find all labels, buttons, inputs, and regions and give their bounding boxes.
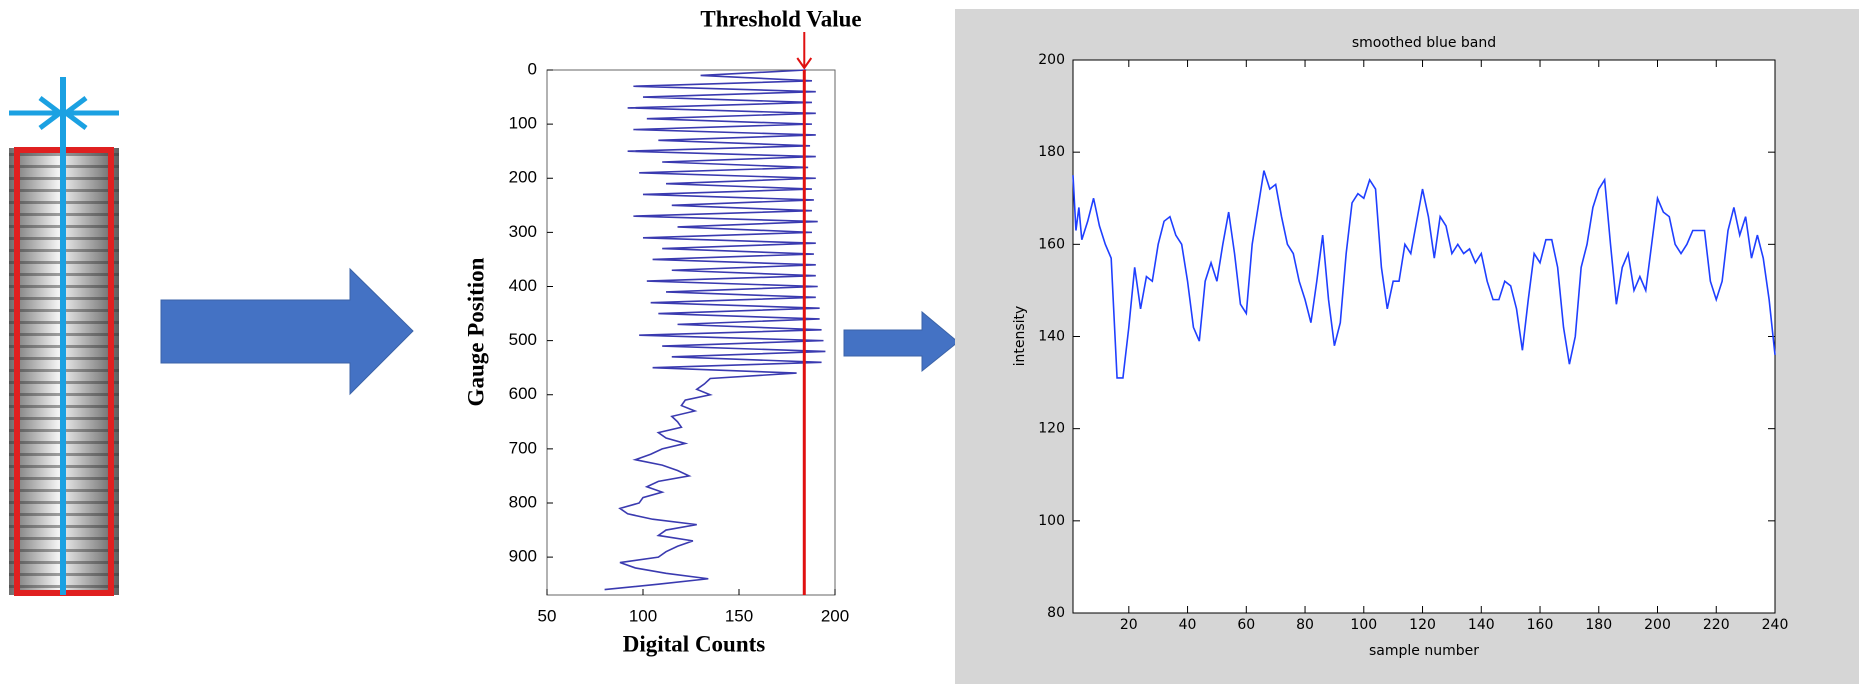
x-tick-label: 200 [821, 606, 849, 625]
x-axis-label: Digital Counts [623, 631, 766, 656]
y-axis-label: Gauge Position [463, 257, 488, 406]
y-tick-label: 200 [509, 168, 537, 187]
x-tick-label: 80 [1296, 617, 1314, 633]
x-tick-label: 180 [1585, 617, 1612, 633]
y-axis-label: intensity [1012, 306, 1028, 367]
y-tick-label: 700 [509, 438, 537, 457]
y-tick-label: 80 [1047, 605, 1065, 621]
big-arrow [160, 267, 414, 396]
x-tick-label: 160 [1527, 617, 1554, 633]
annotation: Threshold Value [700, 6, 861, 31]
y-tick-label: 400 [509, 276, 537, 295]
data-line [1072, 170, 1776, 379]
x-tick-label: 100 [1350, 617, 1377, 633]
x-tick-label: 120 [1409, 617, 1436, 633]
x-tick-label: 20 [1120, 617, 1138, 633]
x-tick-label: 200 [1644, 617, 1671, 633]
data-line [604, 69, 826, 591]
y-tick-label: 300 [509, 222, 537, 241]
gauge-diagram [9, 77, 119, 596]
small-arrow [843, 310, 959, 373]
x-tick-label: 140 [1468, 617, 1495, 633]
chart-title: smoothed blue band [1352, 35, 1496, 51]
y-tick-label: 600 [509, 384, 537, 403]
y-tick-label: 500 [509, 330, 537, 349]
y-tick-label: 100 [1038, 513, 1065, 529]
y-tick-label: 140 [1038, 329, 1065, 345]
x-tick-label: 220 [1703, 617, 1730, 633]
y-tick-label: 100 [509, 114, 537, 133]
y-tick-label: 160 [1038, 236, 1065, 252]
x-tick-label: 150 [725, 606, 753, 625]
x-axis-label: sample number [1369, 643, 1479, 659]
y-tick-label: 200 [1038, 52, 1065, 68]
x-tick-label: 50 [538, 606, 557, 625]
x-tick-label: 240 [1762, 617, 1789, 633]
threshold-arrow [796, 32, 813, 70]
y-tick-label: 180 [1038, 144, 1065, 160]
y-tick-label: 120 [1038, 421, 1065, 437]
width-arrowheads [38, 96, 88, 130]
plot-area [1072, 59, 1776, 614]
x-tick-label: 100 [629, 606, 657, 625]
y-tick-label: 0 [528, 59, 537, 78]
y-tick-label: 800 [509, 492, 537, 511]
x-tick-label: 60 [1237, 617, 1255, 633]
y-tick-label: 900 [509, 547, 537, 566]
x-tick-label: 40 [1179, 617, 1197, 633]
